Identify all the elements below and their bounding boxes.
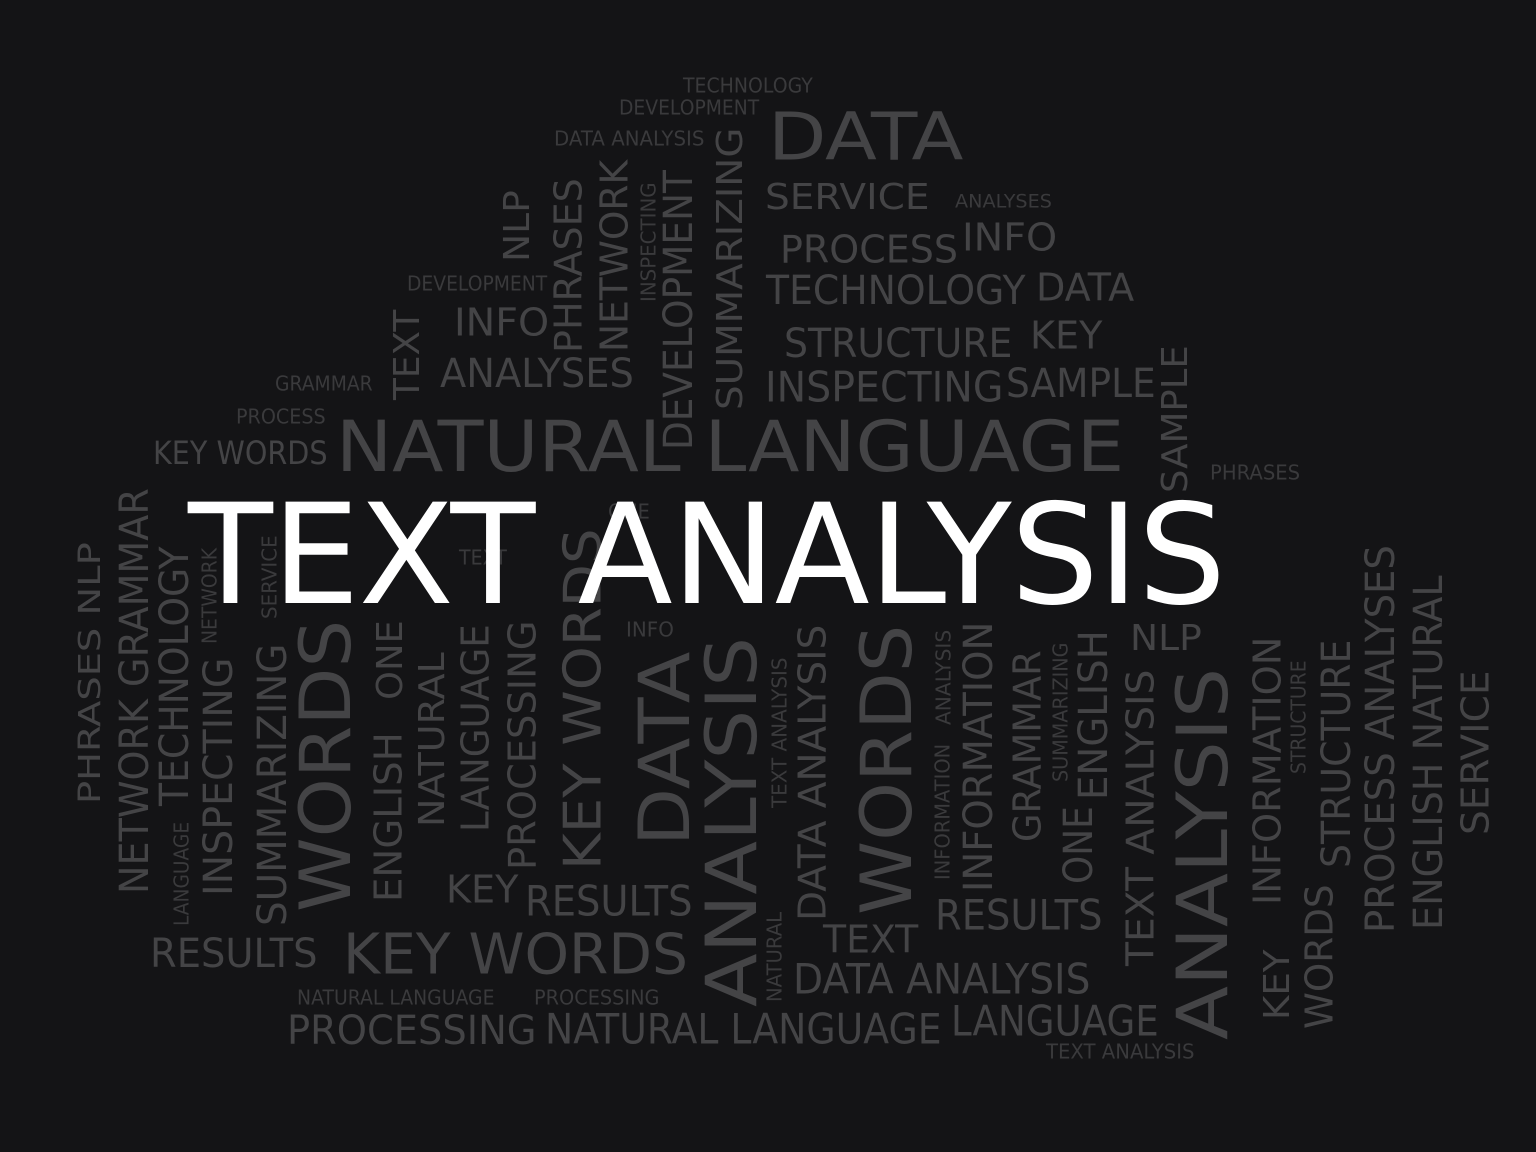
cloud-word: SERVICE xyxy=(1454,670,1499,835)
cloud-word: DATA xyxy=(624,651,706,846)
cloud-word: TECHNOLOGY xyxy=(683,74,813,99)
cloud-word: WORDS xyxy=(285,619,367,912)
cloud-word: PHRASES NLP xyxy=(73,542,108,804)
cloud-word: DEVELOPMENT xyxy=(656,170,703,451)
cloud-word: PROCESSING xyxy=(287,1008,537,1055)
headline-title: TEXT ANALYSIS xyxy=(188,474,1226,636)
cloud-word: ENGLISH xyxy=(1071,630,1118,800)
cloud-word: NATURAL xyxy=(763,911,788,1002)
cloud-word: WORDS xyxy=(1298,884,1343,1029)
cloud-word: PROCESS xyxy=(780,228,958,273)
cloud-word: NETWORK GRAMMAR xyxy=(112,488,159,894)
cloud-word: ONE xyxy=(1056,806,1103,884)
cloud-word: STRUCTURE xyxy=(784,321,1013,368)
cloud-word: INFORMATION xyxy=(956,621,1003,892)
cloud-word: NATURAL LANGUAGE xyxy=(545,1006,942,1055)
cloud-word: WORDS xyxy=(846,624,928,915)
cloud-word: TEXT xyxy=(823,918,919,963)
cloud-word: RESULTS xyxy=(150,931,318,978)
cloud-word: INFO xyxy=(626,618,674,643)
cloud-word: TEXT xyxy=(459,546,507,571)
cloud-word: GRAMMAR xyxy=(1006,650,1051,842)
cloud-word: ANALYSIS xyxy=(932,629,957,725)
cloud-word: NATURAL xyxy=(411,652,454,827)
cloud-word: ONE xyxy=(608,500,650,525)
cloud-word: TEXT ANALYSIS xyxy=(1046,1040,1195,1065)
cloud-word: INSPECTING xyxy=(765,364,1004,413)
cloud-word: LANGUAGE xyxy=(454,624,499,832)
cloud-word: RESULTS xyxy=(525,878,693,927)
cloud-word: NATURAL LANGUAGE xyxy=(297,986,495,1011)
cloud-word: PHRASES xyxy=(547,178,592,353)
cloud-word: DATA xyxy=(1036,266,1135,311)
cloud-word: SUMMARIZING xyxy=(1049,642,1074,782)
cloud-word: ENGLISH NATURAL xyxy=(1406,575,1453,930)
cloud-word: ANALYSIS xyxy=(691,636,773,1007)
cloud-word: TEXT ANALYSIS xyxy=(768,657,793,808)
cloud-word: NLP xyxy=(1130,617,1202,660)
cloud-word: KEY WORDS xyxy=(153,435,328,473)
cloud-word: TECHNOLOGY xyxy=(766,268,1026,315)
cloud-word: KEY xyxy=(1256,949,1299,1020)
cloud-word: INFORMATION xyxy=(1246,636,1291,905)
cloud-word: ANALYSES xyxy=(955,190,1052,214)
cloud-word: DATA ANALYSIS xyxy=(793,956,1091,1005)
cloud-word: INFORMATION xyxy=(931,743,956,880)
cloud-word: NATURAL LANGUAGE xyxy=(336,406,1125,488)
cloud-word: STRUCTURE xyxy=(1314,639,1361,868)
cloud-word: LANGUAGE xyxy=(951,998,1159,1047)
cloud-word: TEXT xyxy=(386,309,429,400)
cloud-word: DATA ANALYSIS xyxy=(791,624,836,921)
cloud-word: DATA xyxy=(768,98,964,176)
cloud-word: PROCESS xyxy=(236,405,326,430)
cloud-word: DEVELOPMENT xyxy=(619,96,760,121)
cloud-word: DATA ANALYSIS xyxy=(554,127,705,152)
cloud-word: RESULTS xyxy=(935,892,1103,941)
cloud-word: INSPECTING xyxy=(196,657,243,896)
cloud-word: NLP xyxy=(496,190,539,262)
cloud-word: SAMPLE xyxy=(1154,345,1197,493)
cloud-word: SUMMARIZING xyxy=(709,127,752,411)
cloud-word: TEXT ANALYSIS xyxy=(1119,669,1164,966)
cloud-word: KEY WORDS xyxy=(343,921,688,988)
cloud-word: SAMPLE xyxy=(1006,361,1156,408)
cloud-word: ANALYSIS xyxy=(1162,667,1244,1040)
cloud-word: NETWORK xyxy=(593,159,638,352)
cloud-word: ENGLISH xyxy=(367,732,412,902)
cloud-word: INFO xyxy=(962,216,1058,261)
cloud-word: LANGUAGE xyxy=(170,821,195,926)
cloud-word: STRUCTURE xyxy=(1287,660,1312,774)
cloud-word: PHRASES xyxy=(1210,461,1301,486)
cloud-word: ANALYSES xyxy=(440,351,634,398)
cloud-word: PROCESSING xyxy=(534,986,660,1011)
cloud-word: KEY xyxy=(1030,314,1103,359)
cloud-word: SERVICE xyxy=(765,176,930,219)
cloud-word: INFO xyxy=(454,301,550,346)
cloud-word: PROCESSING xyxy=(501,620,546,870)
cloud-word: DEVELOPMENT xyxy=(407,272,548,297)
cloud-word: KEY xyxy=(446,868,519,913)
cloud-word: GRAMMAR xyxy=(275,372,373,397)
cloud-word: PROCESS ANALYSES xyxy=(1358,545,1405,933)
